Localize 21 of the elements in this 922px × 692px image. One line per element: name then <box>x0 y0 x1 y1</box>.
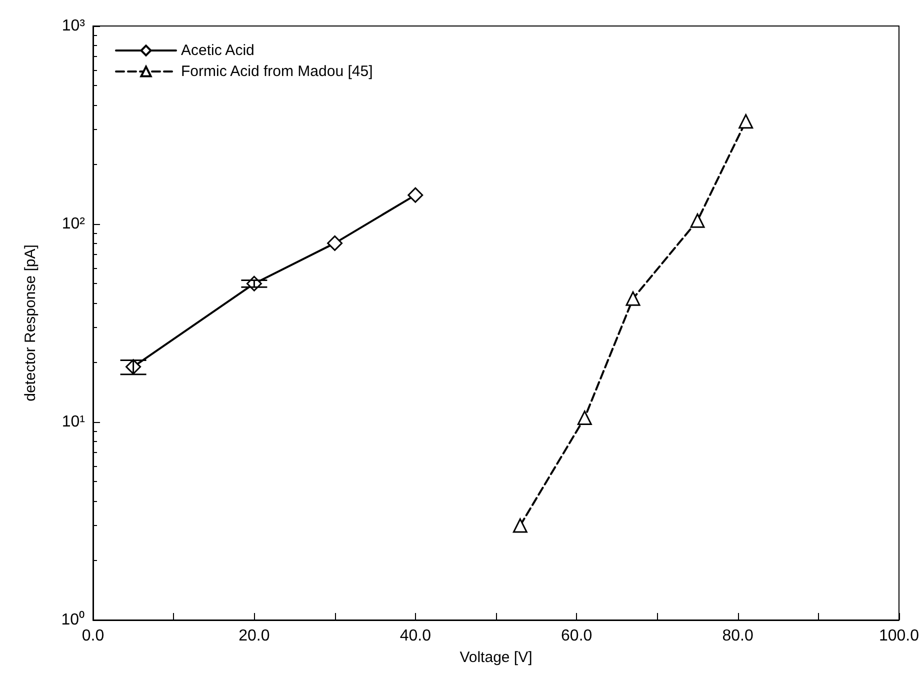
y-tick-label: 10⁰ <box>61 610 85 628</box>
x-tick-label: 40.0 <box>400 628 432 644</box>
point <box>626 291 640 306</box>
x-tick-label: 20.0 <box>238 628 270 644</box>
point <box>577 410 592 426</box>
x-tick-label: 80.0 <box>722 628 754 644</box>
x-tick-label: 60.0 <box>561 628 592 644</box>
point <box>408 187 424 203</box>
point <box>690 213 705 228</box>
point <box>512 518 528 533</box>
y-tick-label: 10³ <box>62 18 86 34</box>
y-axis-title: detector Response [pA] <box>22 244 39 402</box>
y-tick-label: 10¹ <box>62 414 85 430</box>
legend-label: Acetic Acid <box>181 42 254 59</box>
point <box>327 235 343 251</box>
x-axis-title: Voltage [V] <box>460 649 532 666</box>
x-tick-label: 0.0 <box>82 628 104 644</box>
point <box>738 114 754 129</box>
legend-label: Formic Acid from Madou [45] <box>181 63 373 80</box>
y-tick-label: 10² <box>62 216 86 232</box>
x-tick-label: 100.0 <box>878 628 920 644</box>
